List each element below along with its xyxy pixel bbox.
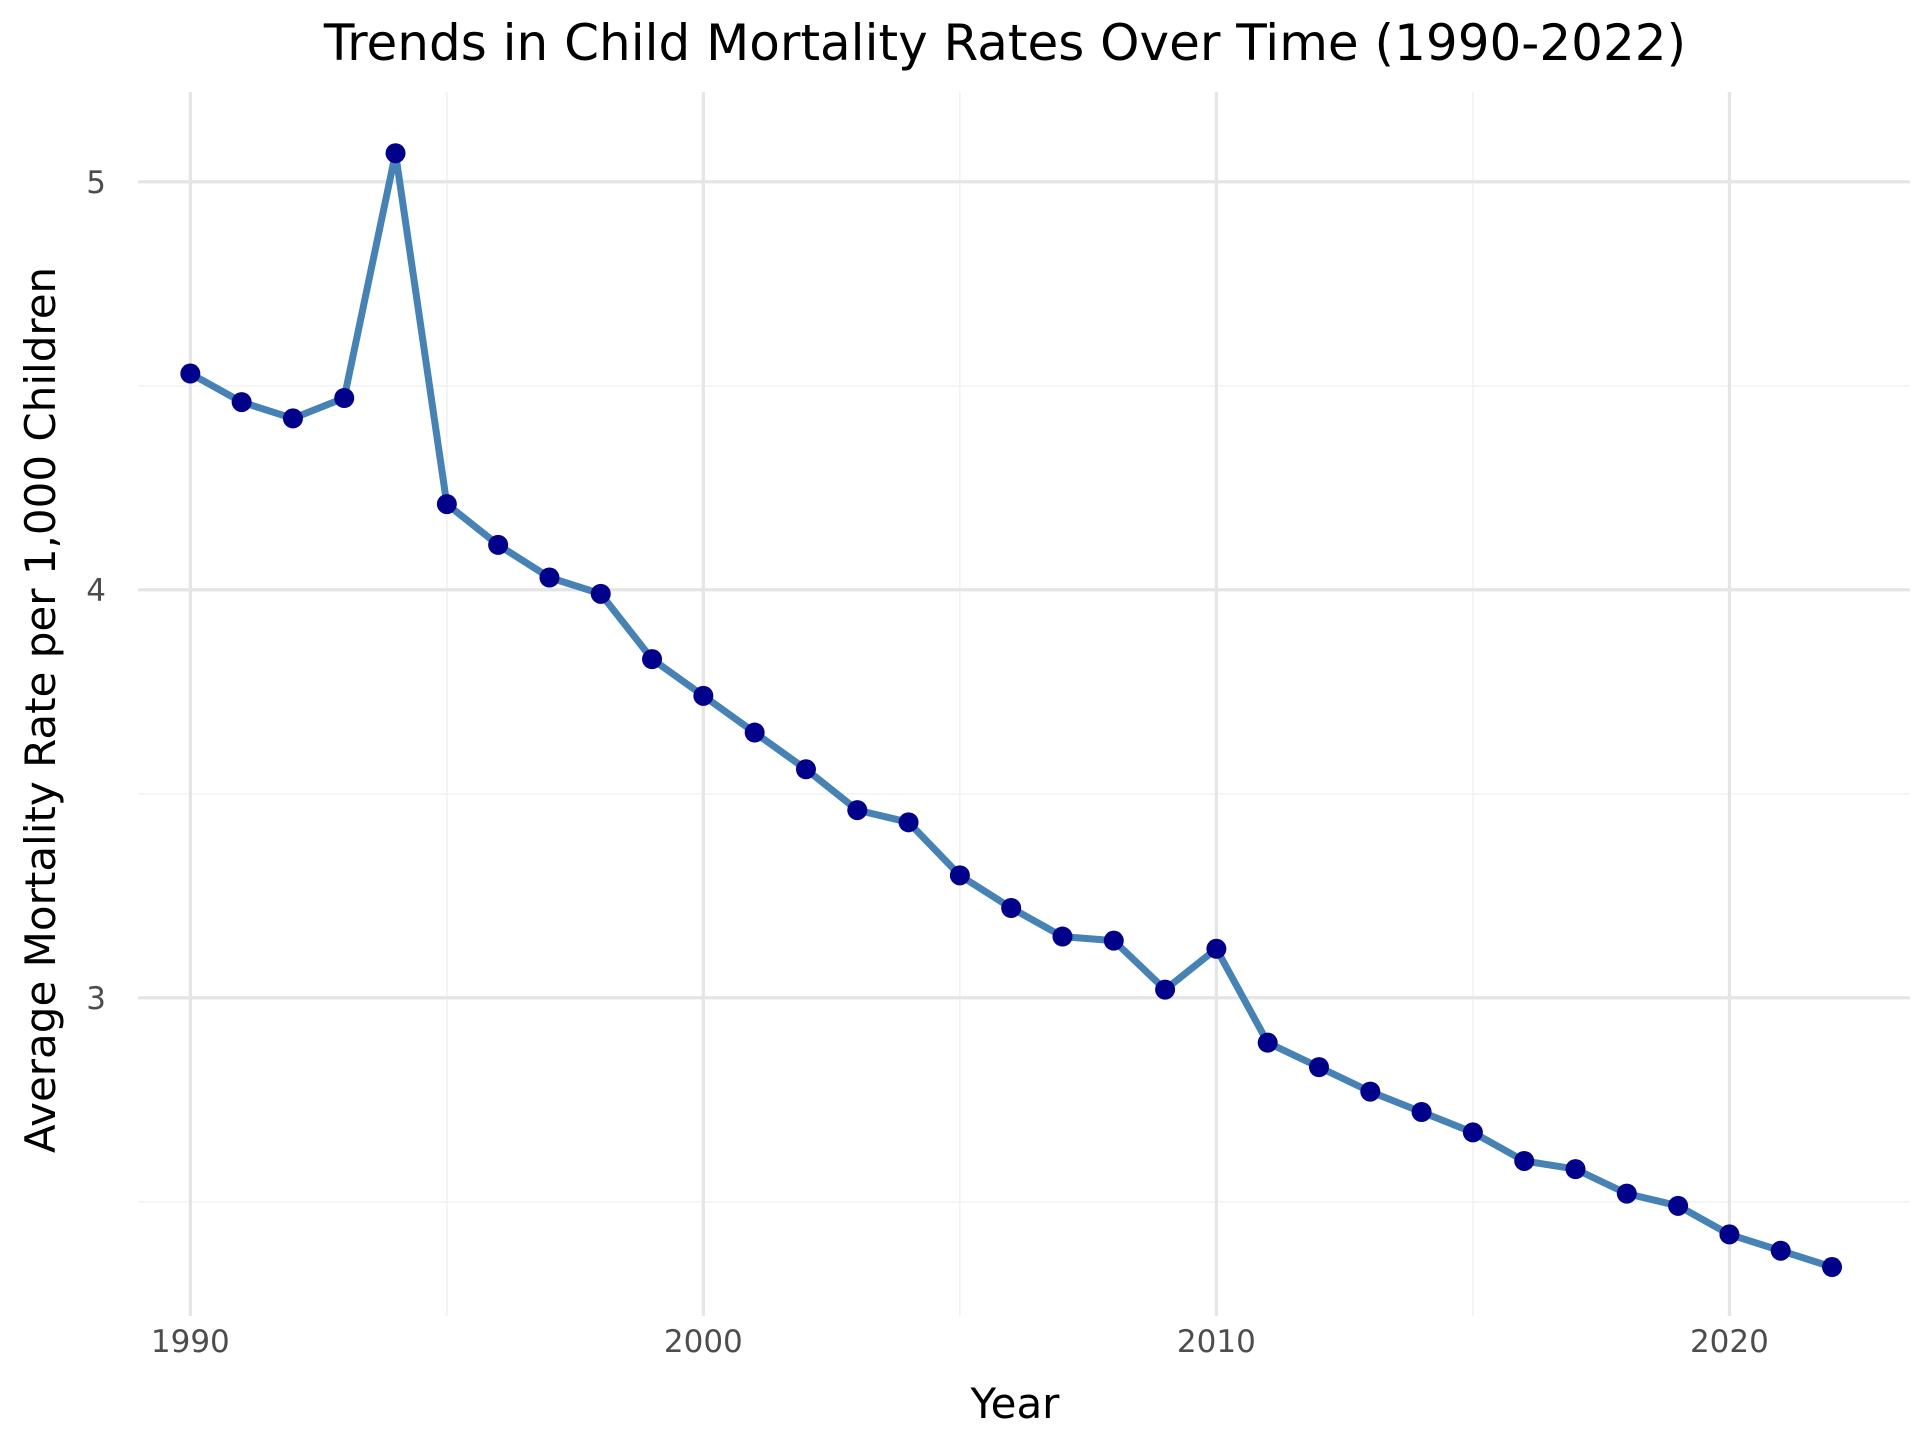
data-point — [590, 583, 611, 604]
data-point — [1719, 1224, 1740, 1245]
data-point — [282, 408, 303, 429]
y-tick-label: 4 — [86, 573, 106, 609]
data-point — [642, 649, 663, 670]
data-point — [231, 392, 252, 413]
data-point — [1308, 1057, 1329, 1078]
data-point — [180, 363, 201, 384]
chart-title: Trends in Child Mortality Rates Over Tim… — [323, 14, 1686, 72]
data-point — [949, 865, 970, 886]
data-point — [1668, 1195, 1689, 1216]
data-point — [1206, 938, 1227, 959]
x-axis-label: Year — [970, 1379, 1061, 1428]
data-point — [1565, 1159, 1586, 1180]
y-axis-label: Average Mortality Rate per 1,000 Childre… — [16, 267, 65, 1153]
data-point — [744, 722, 765, 743]
data-point — [1411, 1102, 1432, 1122]
data-point — [1822, 1257, 1843, 1278]
data-point — [847, 800, 868, 821]
data-point — [488, 534, 509, 555]
tick-labels: 1990 2000 2010 2020 3 4 5 — [86, 165, 1769, 1360]
data-point — [898, 812, 919, 833]
data-point — [1462, 1122, 1483, 1143]
data-point — [693, 685, 714, 706]
major-gridlines — [138, 92, 1910, 1316]
data-point — [334, 388, 355, 408]
data-point — [1770, 1240, 1791, 1261]
series-line — [186, 149, 1836, 1271]
y-tick-label: 5 — [86, 165, 106, 201]
data-point — [539, 567, 560, 588]
x-tick-label: 2020 — [1690, 1324, 1769, 1360]
data-point — [1155, 979, 1176, 1000]
data-point — [436, 494, 457, 515]
x-tick-label: 1990 — [151, 1324, 230, 1360]
x-tick-label: 2000 — [664, 1324, 743, 1360]
data-point — [1052, 926, 1073, 947]
data-point — [1257, 1032, 1278, 1053]
x-tick-label: 2010 — [1177, 1324, 1256, 1360]
y-tick-label: 3 — [86, 981, 106, 1017]
minor-gridlines — [138, 92, 1910, 1316]
series-group — [180, 143, 1843, 1278]
data-point — [795, 759, 816, 780]
data-point — [385, 143, 406, 164]
data-point — [1103, 930, 1124, 951]
data-point — [1001, 898, 1022, 918]
data-point — [1360, 1081, 1381, 1102]
data-point — [1514, 1150, 1535, 1171]
data-point — [1616, 1183, 1637, 1204]
